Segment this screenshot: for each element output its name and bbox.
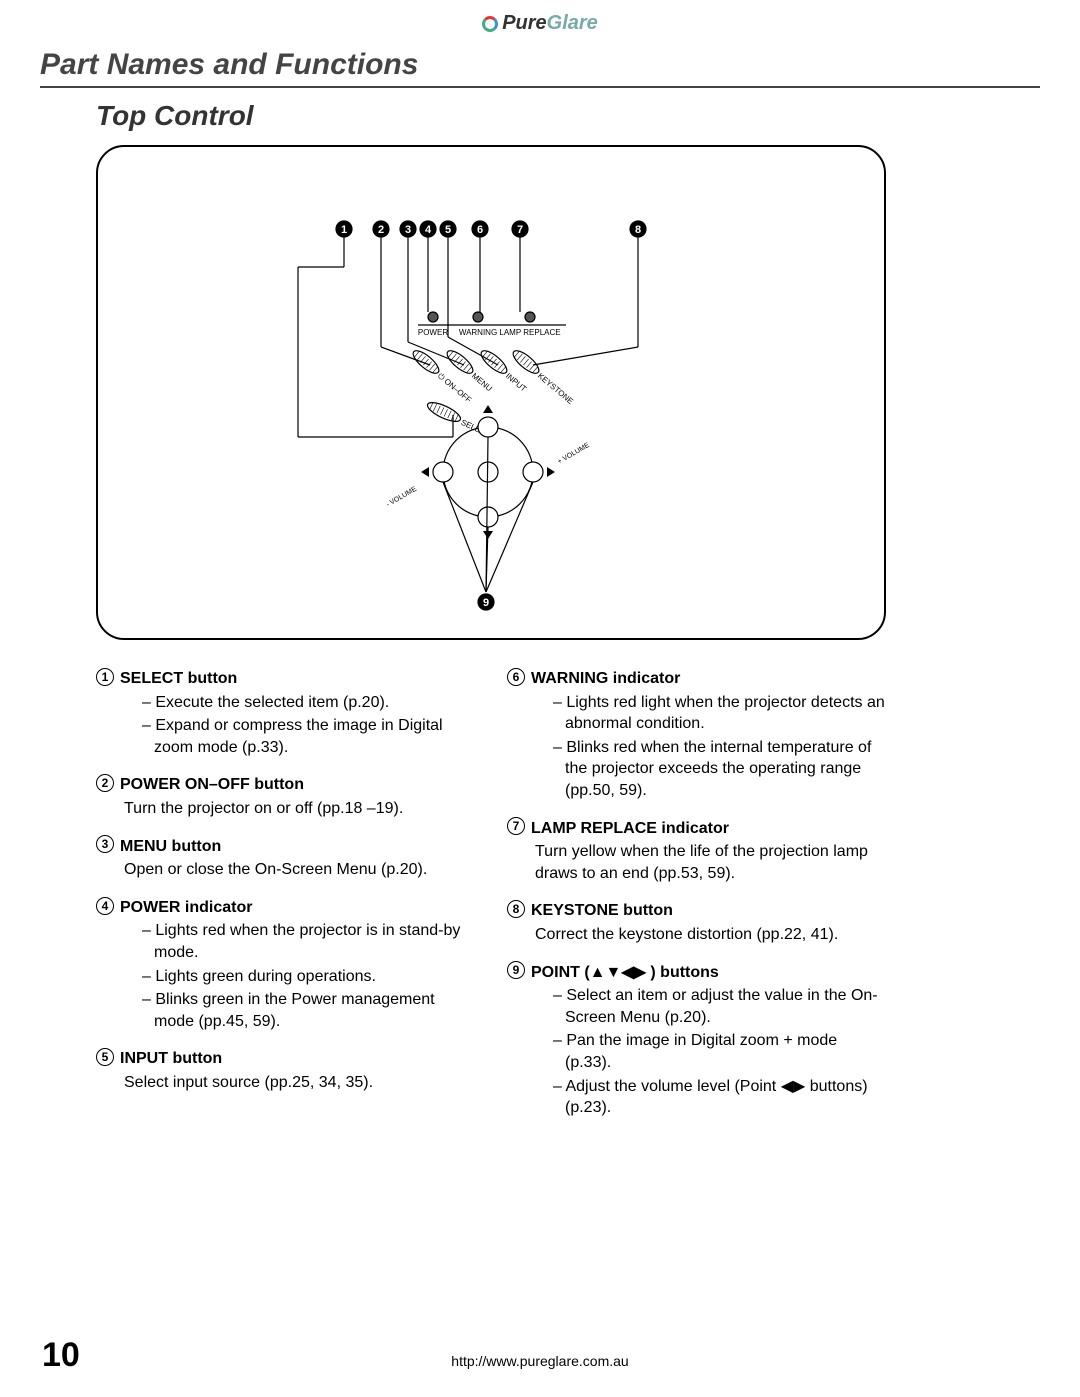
item-number-icon: 5: [96, 1048, 114, 1066]
indicator-label: LAMP REPLACE: [499, 328, 560, 337]
logo-ring-icon: [482, 16, 498, 32]
desc-item-body: Open or close the On-Screen Menu (p.20).: [124, 859, 475, 881]
desc-item-head: 7 LAMP REPLACE indicator: [507, 818, 886, 840]
arrow-left-icon: [421, 467, 429, 477]
control-button-label: KEYSTONE: [536, 371, 575, 406]
desc-item: 7 LAMP REPLACE indicator Turn yellow when …: [507, 818, 886, 885]
desc-item-head: 3 MENU button: [96, 836, 475, 858]
callout-number-8: 8: [635, 224, 641, 236]
desc-item-body: Execute the selected item (p.20).Expand …: [124, 692, 475, 759]
desc-item-head: 6 WARNING indicator: [507, 668, 886, 690]
callout-number-9: 9: [483, 597, 489, 609]
volume-plus-label: + VOLUME: [557, 442, 592, 466]
callout-number-5: 5: [445, 224, 451, 236]
logo-text-glare: Glare: [547, 12, 598, 34]
arrow-right-icon: [547, 467, 555, 477]
callout-number-6: 6: [477, 224, 483, 236]
desc-item-head: 8 KEYSTONE button: [507, 900, 886, 922]
desc-item-title: LAMP REPLACE indicator: [531, 820, 729, 837]
indicator-label: WARNING: [459, 328, 497, 337]
arrow-up-icon: [483, 405, 493, 413]
desc-item-title: KEYSTONE button: [531, 902, 673, 919]
callout-number-4: 4: [425, 224, 432, 236]
desc-bullet: Select an item or adjust the value in th…: [553, 985, 886, 1028]
callout-number-7: 7: [517, 224, 523, 236]
indicator-led: [525, 312, 535, 322]
desc-item-body: Select an item or adjust the value in th…: [535, 985, 886, 1119]
item-number-icon: 1: [96, 668, 114, 686]
desc-item-title: POWER ON–OFF button: [120, 776, 304, 793]
indicator-led: [428, 312, 438, 322]
dpad-button: [478, 417, 498, 437]
desc-item-head: 4 POWER indicator: [96, 897, 475, 919]
dpad-button: [478, 507, 498, 527]
desc-item-title: INPUT button: [120, 1050, 222, 1067]
callout-number-3: 3: [405, 224, 411, 236]
desc-item-body: Select input source (pp.25, 34, 35).: [124, 1072, 475, 1094]
desc-item: 8 KEYSTONE button Correct the keystone dis…: [507, 900, 886, 945]
control-button-label: ⏻ ON–OFF: [436, 371, 473, 404]
desc-bullet: Blinks green in the Power management mod…: [142, 989, 475, 1032]
desc-bullet: Lights green during operations.: [142, 966, 475, 988]
dpad-button: [433, 462, 453, 482]
left-column: 1 SELECT button Execute the selected item …: [96, 668, 475, 1135]
volume-minus-label: - VOLUME: [385, 486, 418, 509]
item-number-icon: 2: [96, 774, 114, 792]
sub-title: Top Control: [96, 100, 254, 132]
desc-item-title: MENU button: [120, 838, 221, 855]
desc-bullet: Adjust the volume level (Point ◀▶ button…: [553, 1076, 886, 1119]
item-number-icon: 4: [96, 897, 114, 915]
desc-item: 6 WARNING indicator Lights red light when …: [507, 668, 886, 802]
item-number-icon: 9: [507, 961, 525, 979]
desc-item-title: WARNING indicator: [531, 670, 680, 687]
desc-item: 1 SELECT button Execute the selected item …: [96, 668, 475, 758]
indicator-label: POWER: [418, 328, 448, 337]
item-number-icon: 8: [507, 900, 525, 918]
desc-item-title: SELECT button: [120, 670, 237, 687]
desc-item-title: POINT (▲▼◀▶ ) buttons: [531, 964, 719, 981]
desc-bullet: Blinks red when the internal temperature…: [553, 737, 886, 802]
control-button: KEYSTONE: [510, 347, 577, 406]
indicator-led: [473, 312, 483, 322]
item-number-icon: 6: [507, 668, 525, 686]
desc-item: 9 POINT (▲▼◀▶ ) buttons Select an item or …: [507, 962, 886, 1119]
desc-bullet: Lights red when the projector is in stan…: [142, 920, 475, 963]
footer-url: http://www.pureglare.com.au: [0, 1353, 1080, 1369]
desc-bullet: Pan the image in Digital zoom + mode (p.…: [553, 1030, 886, 1073]
desc-item: 2 POWER ON–OFF button Turn the projector o…: [96, 774, 475, 819]
logo-text-pure: Pure: [502, 12, 546, 34]
desc-item-head: 1 SELECT button: [96, 668, 475, 690]
control-button-label: MENU: [470, 371, 494, 393]
item-number-icon: 3: [96, 835, 114, 853]
desc-item-head: 2 POWER ON–OFF button: [96, 774, 475, 796]
item-number-icon: 7: [507, 817, 525, 835]
desc-item-body: Turn the projector on or off (pp.18 –19)…: [124, 798, 475, 820]
section-title: Part Names and Functions: [40, 48, 1040, 88]
callout-number-2: 2: [378, 224, 384, 236]
desc-item-body: Correct the keystone distortion (pp.22, …: [535, 924, 886, 946]
right-column: 6 WARNING indicator Lights red light when …: [507, 668, 886, 1135]
desc-item-body: Lights red when the projector is in stan…: [124, 920, 475, 1032]
desc-item-head: 5 INPUT button: [96, 1048, 475, 1070]
brand-logo: PureGlare: [0, 12, 1080, 35]
desc-item: 3 MENU button Open or close the On-Screen …: [96, 836, 475, 881]
desc-bullet: Expand or compress the image in Digital …: [142, 715, 475, 758]
control-button-label: INPUT: [504, 371, 528, 393]
desc-item-title: POWER indicator: [120, 899, 252, 916]
dpad-button: [523, 462, 543, 482]
desc-item: 5 INPUT button Select input source (pp.25,…: [96, 1048, 475, 1093]
desc-bullet: Lights red light when the projector dete…: [553, 692, 886, 735]
desc-bullet: Execute the selected item (p.20).: [142, 692, 475, 714]
desc-item-body: Lights red light when the projector dete…: [535, 692, 886, 802]
desc-item: 4 POWER indicator Lights red when the proj…: [96, 897, 475, 1033]
top-control-diagram: 1 2 3 4 5 6 7 8 9 POWER WARNINGLAMP REPLACE ⏻ ON–OF…: [96, 145, 886, 640]
desc-item-body: Turn yellow when the life of the project…: [535, 841, 886, 884]
desc-item-head: 9 POINT (▲▼◀▶ ) buttons: [507, 962, 886, 984]
descriptions: 1 SELECT button Execute the selected item …: [96, 668, 886, 1135]
callout-number-1: 1: [341, 224, 347, 236]
